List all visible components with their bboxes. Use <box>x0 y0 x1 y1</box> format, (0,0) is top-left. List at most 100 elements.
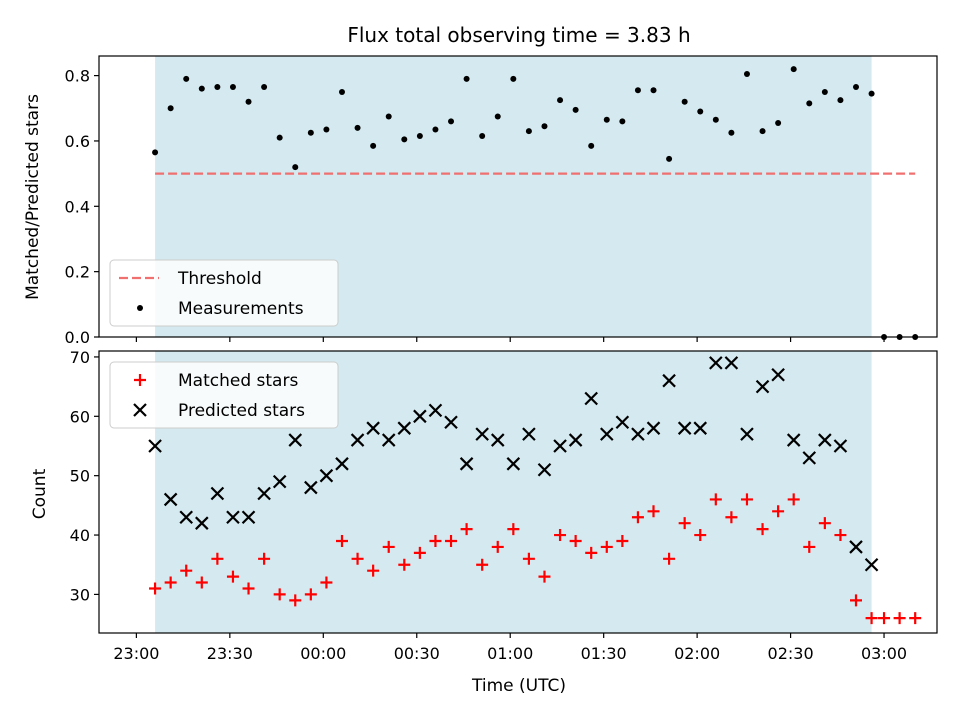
measurement-point <box>307 129 314 136</box>
count-plot: 30 40 50 60 70 23:00 23:30 00:00 00:30 01:00 01:30… <box>70 348 938 663</box>
matched-star-point <box>180 564 193 577</box>
predicted-star-point <box>553 439 567 453</box>
legend-box <box>109 361 339 429</box>
matched-star-point <box>398 558 411 571</box>
matched-star-point <box>211 552 224 565</box>
matched-star-point <box>647 505 660 518</box>
predicted-star-point <box>802 451 817 465</box>
matched-star-point <box>663 552 676 565</box>
predicted-stars-legend-swatch <box>133 403 147 417</box>
matched-star-point <box>460 523 473 536</box>
x-tick-label: 00:00 <box>300 644 346 663</box>
matched-star-point <box>803 540 816 553</box>
measurement-point <box>198 85 205 92</box>
predicted-star-point <box>818 433 832 447</box>
measurement-point <box>743 70 750 77</box>
matched-star-point <box>335 534 348 547</box>
x-tick-label: 03:00 <box>861 644 907 663</box>
predicted-star-point <box>864 557 879 572</box>
matched-star-point <box>413 546 426 559</box>
matched-star-point <box>195 576 208 589</box>
predicted-star-point <box>600 427 614 441</box>
measurement-point <box>588 142 595 149</box>
measurement-point <box>775 119 782 126</box>
measurement-point <box>619 118 626 125</box>
measurement-point <box>229 84 236 91</box>
matched-star-point <box>226 570 239 583</box>
matched-star-point <box>772 505 785 518</box>
matched-star-point <box>756 523 769 536</box>
matched-star-point <box>491 540 504 553</box>
matched-star-point <box>273 588 286 601</box>
measurement-point <box>323 126 330 133</box>
measurement-point <box>183 75 190 82</box>
matched-star-point <box>554 529 567 542</box>
y-tick-label: 50 <box>70 467 90 486</box>
bottom-y-axis-label: Count <box>30 468 50 519</box>
predicted-star-point <box>241 510 256 525</box>
matched-star-point <box>600 540 613 553</box>
predicted-star-point <box>786 433 801 447</box>
threshold-legend-label: Threshold <box>177 269 262 289</box>
measurement-point <box>370 142 377 149</box>
measurement-point <box>261 84 268 91</box>
x-tick-label: 02:30 <box>768 644 814 663</box>
matched-star-point <box>445 534 458 547</box>
predicted-star-point <box>179 510 194 525</box>
predicted-star-point <box>444 415 458 430</box>
predicted-star-point <box>662 373 676 388</box>
matched-star-point <box>865 612 878 625</box>
measurement-point <box>790 66 797 73</box>
y-tick-label: 0.4 <box>65 197 90 216</box>
x-tick-label: 02:00 <box>674 644 720 663</box>
measurement-point <box>666 155 673 162</box>
measurement-point <box>541 123 548 130</box>
axes-frame <box>98 55 938 338</box>
measurement-point <box>214 84 221 91</box>
predicted-star-point <box>163 492 178 507</box>
predicted-star-point <box>724 356 739 370</box>
measurement-point <box>525 128 532 135</box>
measurements-legend-label: Measurements <box>178 299 304 319</box>
predicted-star-point <box>709 356 723 370</box>
matched-star-point <box>616 534 629 547</box>
predicted-star-point <box>740 427 754 441</box>
matched-star-point <box>878 612 891 625</box>
matched-star-point <box>538 570 551 583</box>
predicted-star-point <box>226 510 240 525</box>
measurement-point <box>697 108 704 115</box>
matched-star-point <box>351 552 364 565</box>
y-tick-label: 30 <box>70 585 90 604</box>
matched-star-point <box>787 493 800 506</box>
measurement-point <box>759 128 766 135</box>
predicted-star-point <box>288 433 303 447</box>
matched-star-point <box>476 558 489 571</box>
measurement-point <box>432 126 439 133</box>
predicted-star-point <box>584 391 598 406</box>
measurement-point <box>806 100 813 107</box>
measurement-point <box>603 116 610 123</box>
matched-star-point <box>507 523 520 536</box>
matched-star-point <box>585 546 598 559</box>
predicted-star-point <box>413 409 427 424</box>
legend-box <box>109 259 339 327</box>
predicted-star-point <box>210 486 225 501</box>
matched-stars-legend-label: Matched stars <box>178 371 298 391</box>
x-tick-label: 01:30 <box>581 644 627 663</box>
matched-star-point <box>320 576 333 589</box>
matched-star-point <box>834 529 847 542</box>
predicted-star-point <box>381 433 396 447</box>
matched-star-point <box>304 588 317 601</box>
measurement-point <box>557 97 564 104</box>
measurement-point <box>167 105 174 112</box>
predicted-star-point <box>272 474 287 489</box>
matched-star-point <box>694 529 707 542</box>
x-tick-label: 23:00 <box>113 644 159 663</box>
predicted-star-point <box>506 457 521 471</box>
matched-star-point <box>818 517 831 530</box>
matched-star-point <box>242 582 255 595</box>
matched-star-point <box>725 511 738 524</box>
matched-star-point <box>164 576 177 589</box>
measurement-point <box>479 133 486 140</box>
predicted-star-point <box>490 433 505 447</box>
